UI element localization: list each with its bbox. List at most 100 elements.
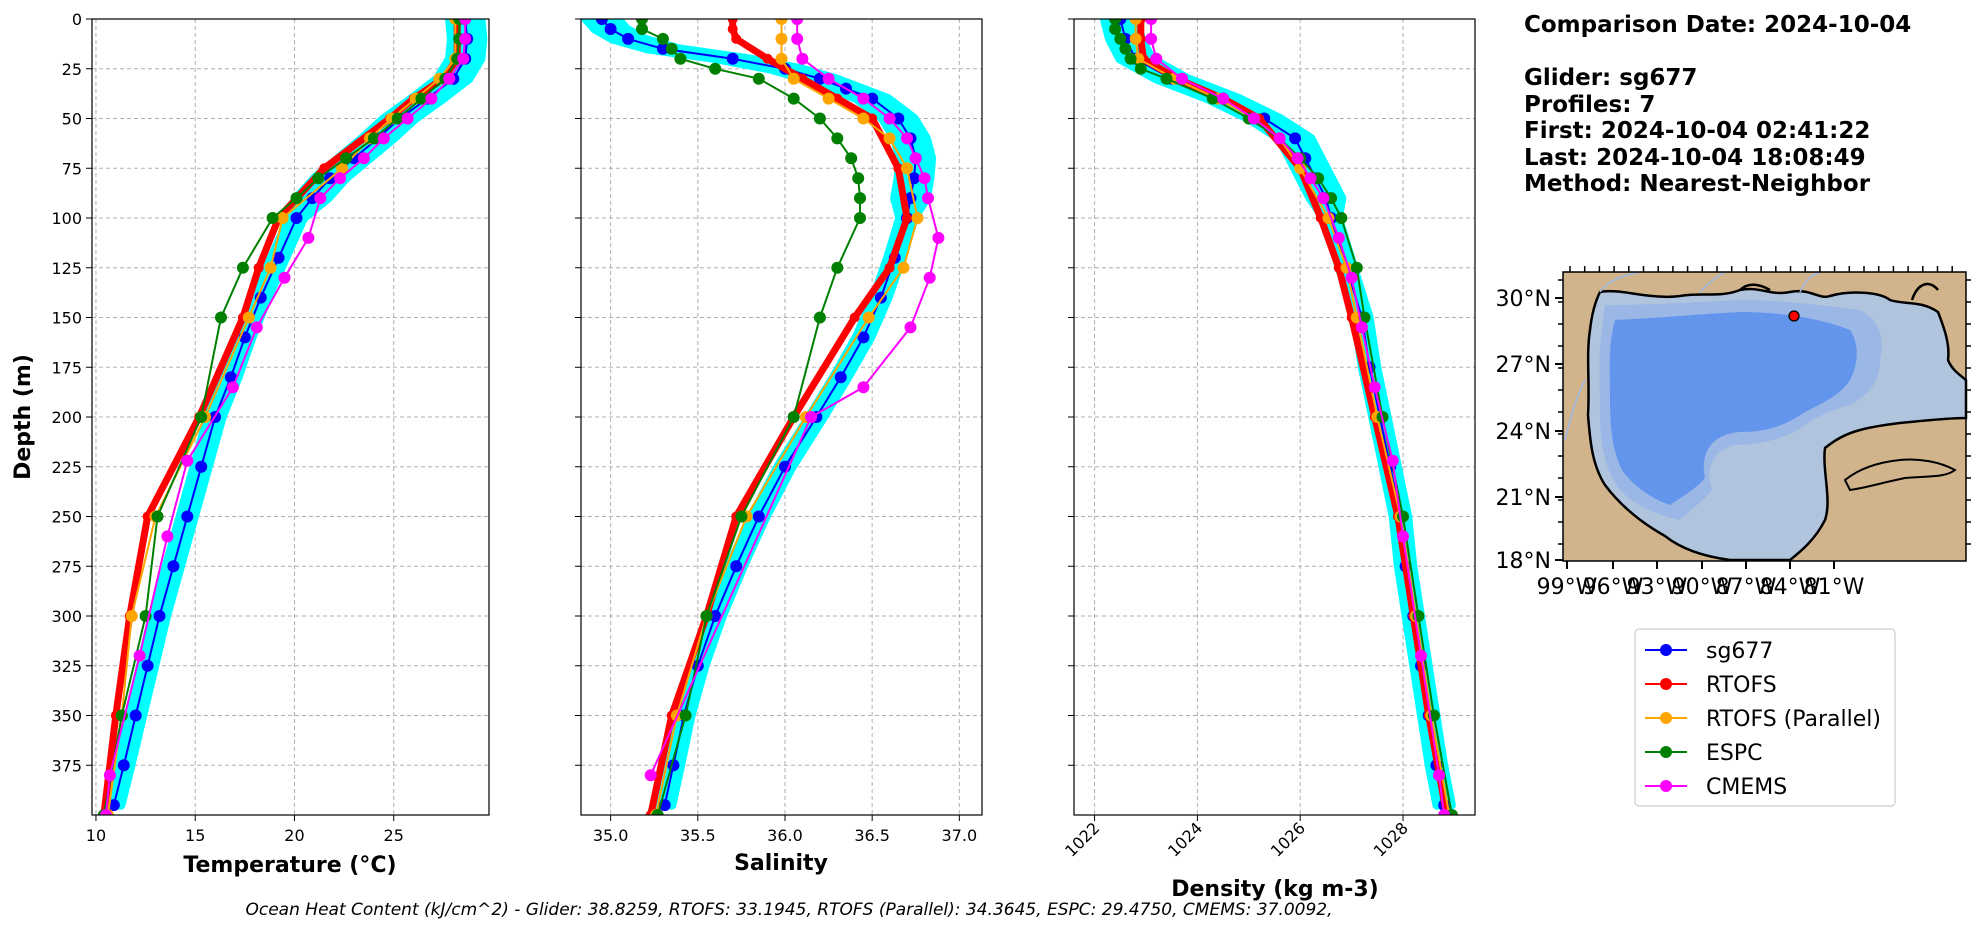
data-point — [1433, 769, 1445, 782]
data-point — [314, 192, 327, 205]
data-point — [181, 510, 194, 523]
data-point — [1129, 19, 1142, 25]
y-tick-label: 0 — [72, 10, 82, 29]
data-point — [857, 112, 870, 125]
comparison-date: Comparison Date: 2024-10-04 — [1524, 12, 1912, 38]
x-tick-label: 20 — [284, 826, 304, 845]
series-line-rtofs-parallel- — [655, 19, 919, 815]
data-point — [805, 411, 818, 423]
x-tick-label: 36.5 — [854, 826, 890, 845]
y-tick-label: 300 — [51, 607, 82, 626]
x-tick-label: 25 — [384, 826, 404, 845]
series-line-rtofs — [647, 19, 911, 815]
data-point — [901, 162, 913, 175]
data-point — [651, 809, 664, 815]
glider-location-marker — [1788, 310, 1800, 322]
data-point — [272, 251, 285, 264]
data-point — [1368, 381, 1381, 394]
data-point — [892, 112, 905, 125]
data-point — [636, 19, 648, 25]
data-point — [867, 113, 878, 124]
data-point — [336, 162, 349, 175]
data-point — [357, 152, 370, 165]
data-point — [1217, 92, 1230, 105]
data-point — [831, 132, 844, 145]
map-lon-label: 84°W — [1760, 575, 1821, 600]
legend-box — [1634, 628, 1896, 807]
data-point — [922, 192, 934, 205]
gulf-of-mexico-map: 30°N 27°N 24°N 21°N 18°N 99°W96°W93°W90°W87°… — [1496, 266, 1971, 600]
data-point — [377, 132, 390, 145]
map-lon-label: 96°W — [1583, 575, 1644, 600]
data-point — [791, 19, 804, 25]
data-point — [831, 261, 844, 274]
legend-marker — [1660, 780, 1672, 792]
glider-profile-2 — [586, 19, 910, 810]
data-point — [735, 510, 748, 523]
data-point — [854, 212, 866, 224]
data-point — [1291, 152, 1304, 165]
legend-label: ESPC — [1706, 741, 1763, 766]
data-point — [459, 19, 472, 25]
map-longitude-ticks: 99°W96°W93°W90°W87°W84°W81°W — [1537, 266, 1953, 600]
legend-label: CMEMS — [1706, 775, 1787, 800]
x-tick-label: 1022 — [1061, 818, 1103, 860]
glider-profile-5 — [602, 19, 926, 810]
y-tick-label: 350 — [51, 707, 82, 726]
data-point — [1273, 132, 1286, 145]
data-point — [1358, 311, 1371, 324]
legend-marker — [1660, 712, 1672, 724]
temperature-panel: 10 15 20 2502550751001251501752002252502753… — [11, 10, 490, 878]
data-layer — [97, 19, 488, 815]
map-lat-label: 30°N — [1496, 287, 1551, 312]
data-point — [266, 212, 279, 224]
map-deep-water — [1609, 312, 1857, 505]
data-point — [236, 261, 249, 274]
data-point — [854, 192, 866, 205]
data-point — [787, 92, 800, 105]
data-point — [1355, 321, 1368, 334]
data-point — [791, 32, 804, 45]
salinity-panel: 35.0 35.5 36.0 36.5 37.0 Salinity — [575, 18, 983, 876]
data-point — [1289, 132, 1302, 145]
data-point — [290, 192, 303, 205]
data-point — [1129, 32, 1142, 45]
glider-name: Glider: sg677 — [1524, 65, 1698, 91]
y-tick-label: 275 — [51, 557, 82, 576]
data-point — [883, 132, 896, 145]
data-point — [813, 112, 826, 125]
data-point — [1304, 172, 1317, 185]
data-point — [141, 659, 154, 672]
series-line-cmems — [104, 19, 467, 815]
y-tick-label: 200 — [51, 408, 82, 427]
x-tick-label: 1024 — [1164, 818, 1206, 860]
data-point — [367, 132, 380, 145]
y-tick-label: 175 — [51, 358, 82, 377]
data-point — [852, 172, 865, 185]
info-spacer: ​ — [1524, 39, 1911, 66]
data-point — [401, 112, 414, 125]
y-axis-label: Depth (m) — [11, 354, 36, 480]
map-cuba — [1843, 458, 1957, 492]
ocean-heat-content-footer: Ocean Heat Content (kJ/cm^2) - Glider: 3… — [245, 900, 1333, 920]
y-tick-label: 100 — [51, 209, 82, 228]
data-point — [1317, 192, 1330, 205]
map-lat-label: 27°N — [1496, 353, 1551, 378]
data-point — [727, 24, 738, 34]
data-point — [911, 212, 924, 224]
data-point — [1119, 42, 1132, 55]
data-point — [253, 262, 264, 273]
data-point — [1109, 19, 1122, 25]
data-point — [319, 163, 330, 174]
y-tick-label: 125 — [51, 259, 82, 278]
x-tick-label: 37.0 — [942, 826, 978, 845]
map-lat-label: 24°N — [1496, 420, 1551, 445]
y-tick-label: 250 — [51, 508, 82, 527]
data-point — [224, 371, 237, 384]
data-point — [125, 610, 138, 622]
legend-marker — [1660, 678, 1672, 690]
map-frame — [1562, 271, 1967, 562]
profile-count: Profiles: 7 — [1524, 91, 1656, 118]
data-point — [340, 152, 353, 165]
